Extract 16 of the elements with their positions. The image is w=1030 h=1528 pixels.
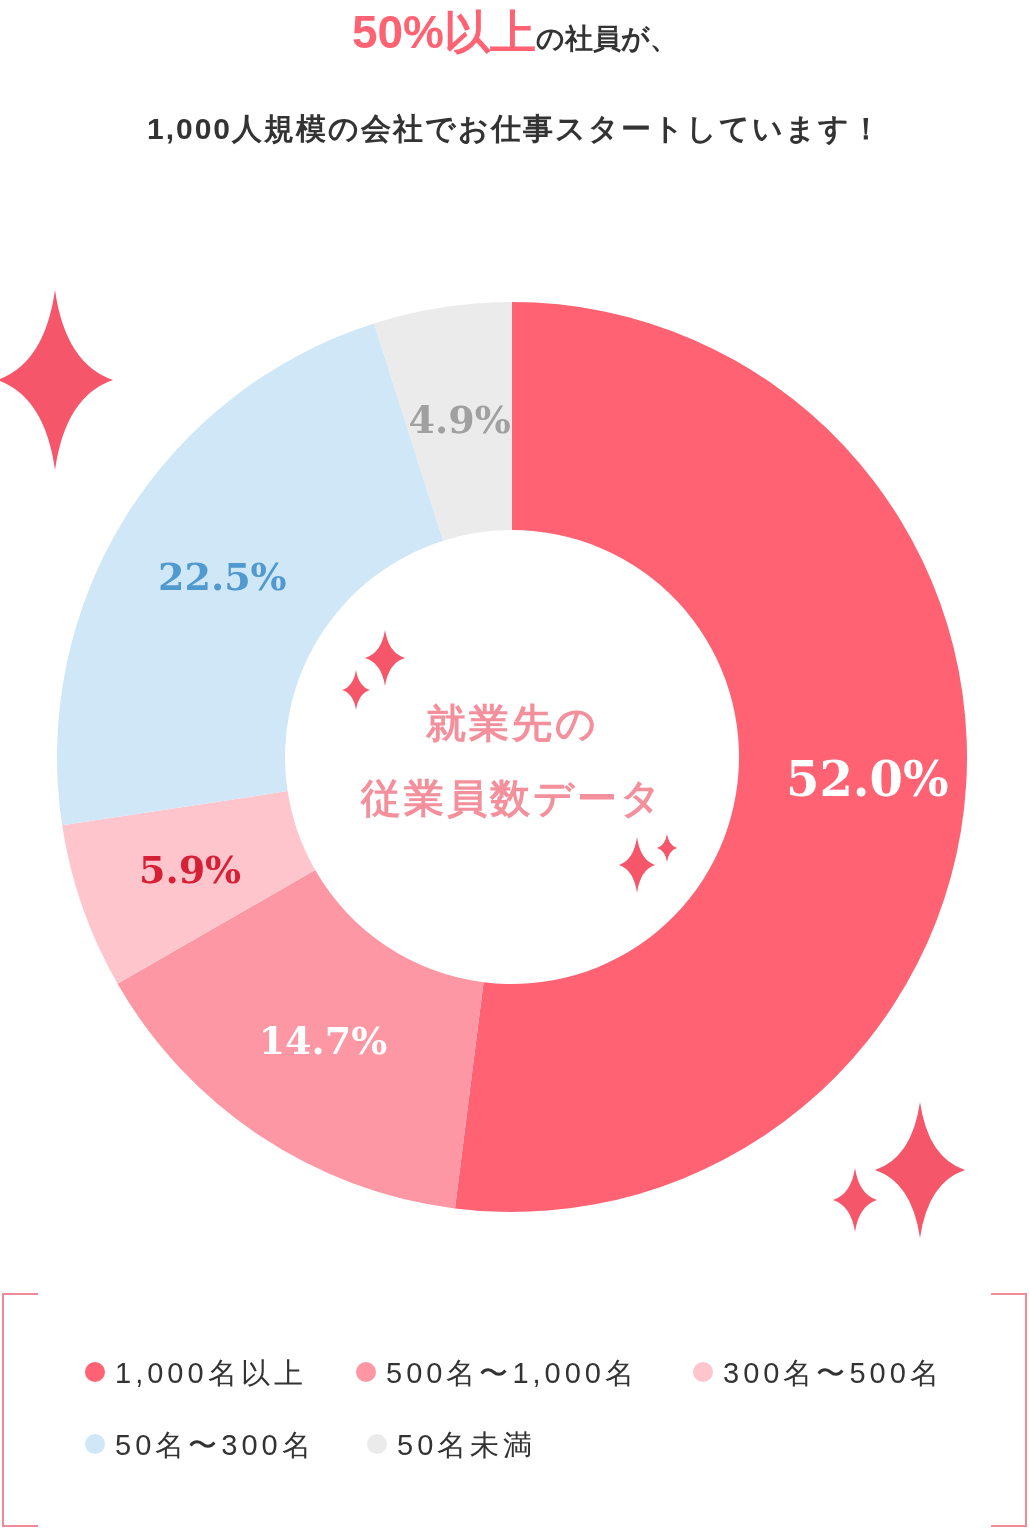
chart-subtitle: 1,000人規模の会社でお仕事スタートしています！ xyxy=(146,112,884,146)
donut-slice xyxy=(62,791,316,984)
legend-label: 500名〜1,000名 xyxy=(386,1357,638,1389)
data-label: 4.9% xyxy=(408,397,511,443)
chart-title: 50%以上の社員が、 xyxy=(351,6,679,58)
legend-label: 50名〜300名 xyxy=(115,1429,315,1461)
legend-label: 50名未満 xyxy=(397,1429,537,1461)
data-label: 5.9% xyxy=(138,846,242,892)
legend-label: 300名〜500名 xyxy=(723,1357,943,1389)
data-label: 22.5% xyxy=(158,554,287,600)
donut-slice xyxy=(374,302,512,541)
legend-label: 1,000名以上 xyxy=(115,1357,307,1389)
text: 就業先の xyxy=(424,699,599,746)
data-label: 52.0% xyxy=(786,751,949,808)
text: 従業員数データ xyxy=(359,774,664,821)
data-label: 14.7% xyxy=(258,1018,388,1064)
